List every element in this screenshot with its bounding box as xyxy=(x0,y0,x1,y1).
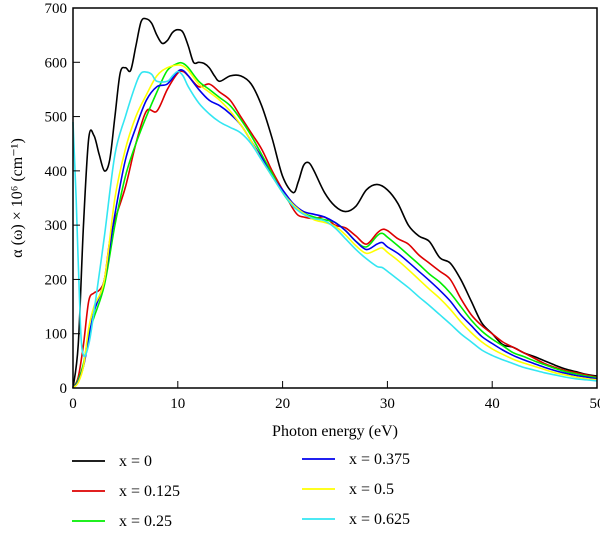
x-tick-label: 20 xyxy=(275,396,290,412)
ticks-layer: 010203040500100200300400500600700 xyxy=(45,1,600,412)
legend-label-3: x = 0.375 xyxy=(349,451,410,468)
y-tick-label: 500 xyxy=(45,110,68,126)
series-layer xyxy=(72,17,598,389)
series-line-3 xyxy=(72,69,598,389)
legend-label-4: x = 0.5 xyxy=(349,481,394,498)
legend-label-5: x = 0.625 xyxy=(349,511,410,528)
x-tick-label: 30 xyxy=(380,396,395,412)
series-line-5 xyxy=(72,70,598,382)
y-tick-label: 300 xyxy=(45,218,68,234)
y-tick-label: 100 xyxy=(45,327,68,343)
series-line-1 xyxy=(72,70,598,389)
x-tick-label: 50 xyxy=(590,396,600,412)
series-line-4 xyxy=(72,64,598,389)
legend-label-2: x = 0.25 xyxy=(119,513,172,530)
series-line-0 xyxy=(72,17,598,389)
y-tick-label: 600 xyxy=(45,55,68,71)
legend-label-1: x = 0.125 xyxy=(119,483,180,500)
legend: x = 0 x = 0.125 x = 0.25 x = 0.375 x = 0.5 x … xyxy=(72,451,410,530)
y-tick-label: 200 xyxy=(45,272,68,288)
y-tick-label: 400 xyxy=(45,164,68,180)
plot-frame xyxy=(72,7,598,389)
x-tick-label: 0 xyxy=(69,396,77,412)
y-tick-label: 0 xyxy=(60,381,68,397)
legend-label-0: x = 0 xyxy=(119,453,152,470)
y-axis-title: α (ω) × 10⁶ (cm⁻¹) xyxy=(9,138,26,258)
x-tick-label: 10 xyxy=(170,396,185,412)
series-line-2 xyxy=(72,61,598,389)
y-tick-label: 700 xyxy=(45,1,68,17)
x-axis-title: Photon energy (eV) xyxy=(272,423,398,440)
x-tick-label: 40 xyxy=(485,396,500,412)
